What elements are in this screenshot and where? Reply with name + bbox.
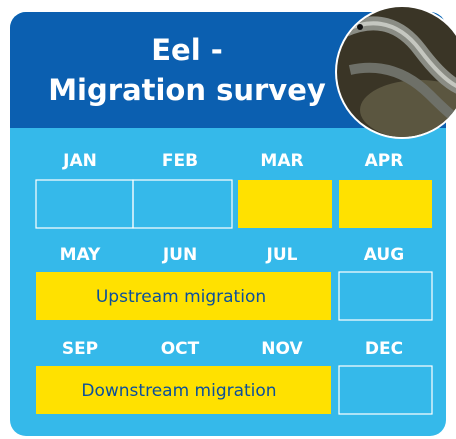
- period-bar: [36, 366, 331, 414]
- month-cell: [338, 271, 433, 321]
- month-label: OCT: [161, 339, 200, 359]
- period-label: Upstream migration: [96, 287, 266, 307]
- month-label: JUN: [162, 245, 197, 265]
- month-label: MAY: [60, 245, 101, 265]
- month-label: MAR: [260, 151, 303, 171]
- month-label: DEC: [365, 339, 403, 359]
- title-line: Eel -: [151, 33, 223, 67]
- period-bar: [36, 272, 331, 320]
- photo: [335, 5, 456, 139]
- month-cell-active: [238, 180, 332, 228]
- month-cell-active: [339, 180, 432, 228]
- month-cell: [338, 365, 433, 415]
- month-label: FEB: [162, 151, 198, 171]
- month-cell: [132, 179, 233, 229]
- month-label: JUL: [266, 245, 298, 265]
- month-label: AUG: [364, 245, 404, 265]
- month-label: APR: [365, 151, 404, 171]
- month-label: NOV: [261, 339, 303, 359]
- period-label: Downstream migration: [81, 381, 276, 401]
- row-3-cells: [36, 365, 433, 415]
- row-2-cells: [36, 271, 433, 321]
- month-label: JAN: [62, 151, 97, 171]
- month-label: SEP: [62, 339, 98, 359]
- title-line: Migration survey: [48, 73, 326, 107]
- row-1-cells: [35, 179, 432, 229]
